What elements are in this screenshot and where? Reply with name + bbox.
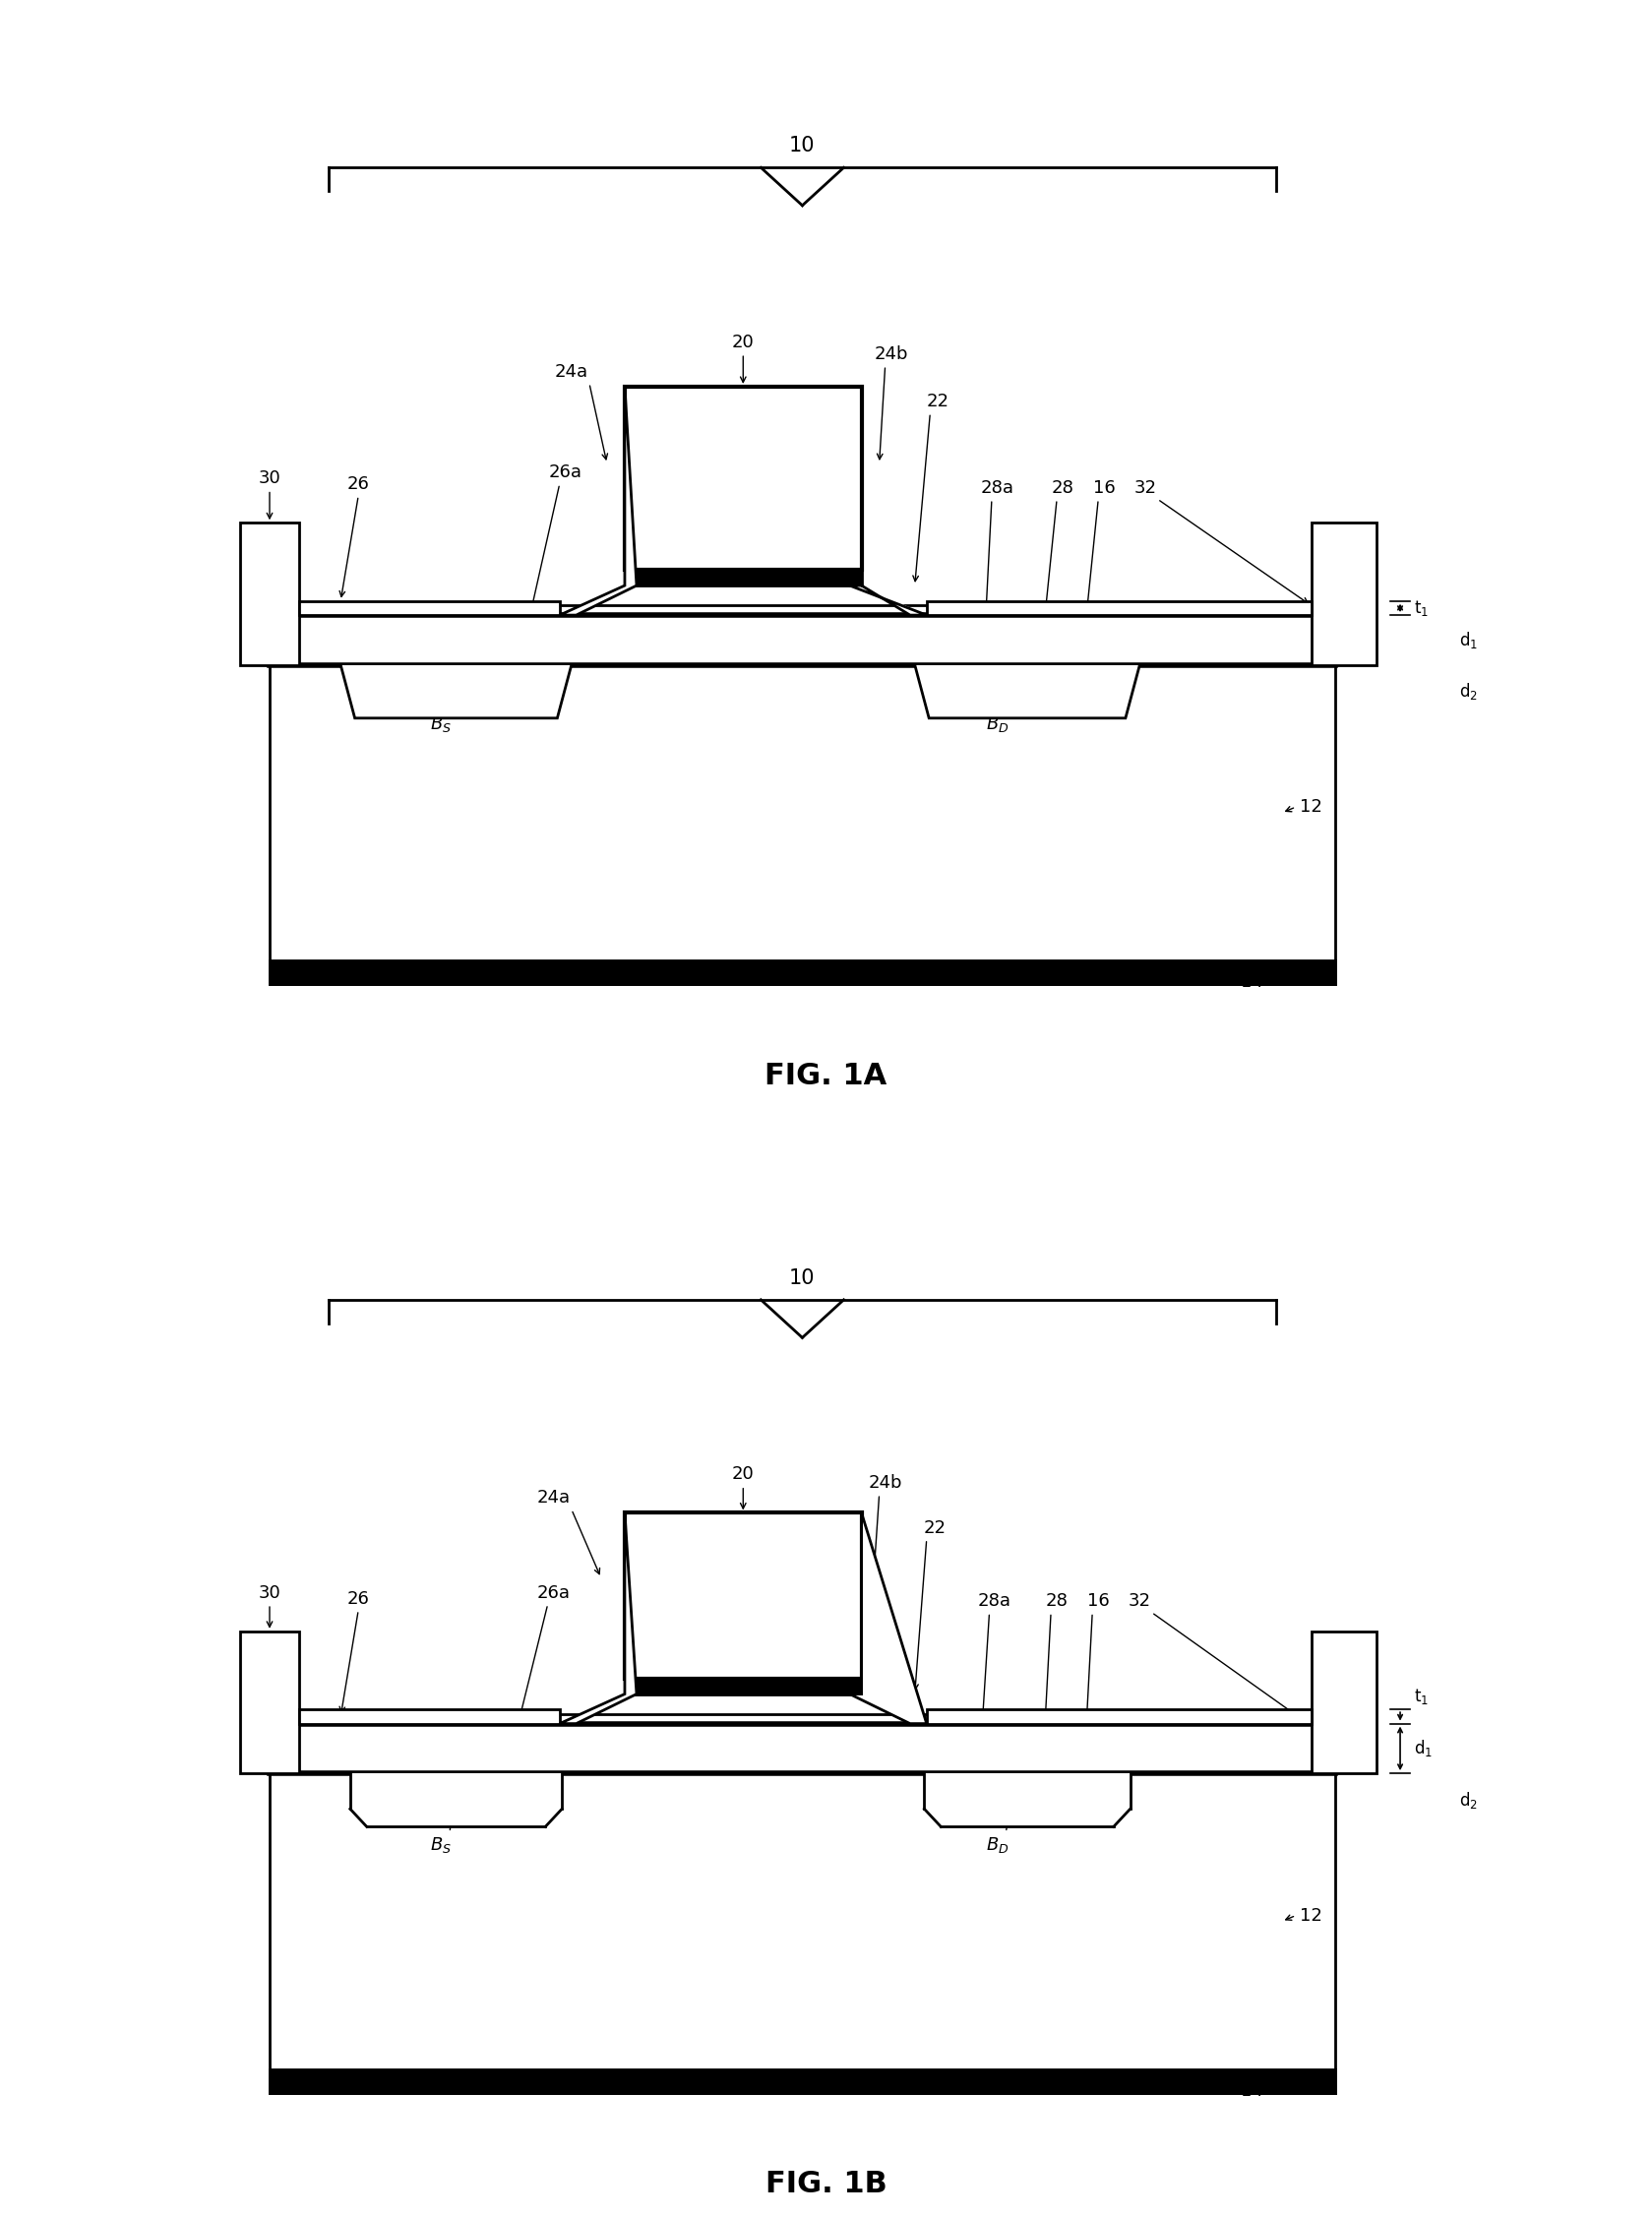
Bar: [624, 386, 861, 570]
Bar: [1312, 1632, 1376, 1774]
Text: 20: 20: [732, 1465, 755, 1483]
Text: 14: 14: [1241, 973, 1262, 991]
Polygon shape: [560, 386, 636, 614]
Text: d$_2$: d$_2$: [1459, 681, 1479, 703]
Text: 26a: 26a: [537, 1583, 570, 1601]
Bar: [1312, 523, 1376, 665]
Text: 32: 32: [1135, 479, 1156, 497]
Text: 26a: 26a: [548, 463, 582, 481]
Text: 12: 12: [1300, 798, 1322, 816]
Text: FIG. 1A: FIG. 1A: [765, 1062, 887, 1091]
Bar: [624, 1678, 861, 1694]
Text: 24b: 24b: [869, 1474, 902, 1492]
Text: 10: 10: [790, 135, 816, 155]
Text: d$_2$: d$_2$: [1459, 1789, 1479, 1811]
Polygon shape: [849, 386, 927, 614]
Bar: [269, 2068, 1335, 2093]
Text: 16: 16: [1094, 479, 1115, 497]
Bar: [269, 1723, 1335, 1774]
Bar: [269, 960, 1335, 984]
Text: d$_1$: d$_1$: [1459, 630, 1479, 650]
Text: 26: 26: [347, 474, 370, 492]
Bar: [269, 1714, 1335, 2093]
Bar: [927, 1709, 1312, 1723]
Text: 28a: 28a: [981, 479, 1014, 497]
Text: 30: 30: [258, 1583, 281, 1601]
Text: $B_S$: $B_S$: [431, 714, 453, 734]
Text: 24a: 24a: [537, 1490, 570, 1508]
Bar: [240, 1632, 299, 1774]
Bar: [299, 601, 560, 614]
Text: 28: 28: [1052, 479, 1074, 497]
Polygon shape: [861, 585, 927, 614]
Text: $B_D$: $B_D$: [986, 714, 1009, 734]
Bar: [923, 1774, 1130, 1827]
Text: t$_1$: t$_1$: [1414, 1687, 1429, 1705]
Bar: [350, 1774, 562, 1827]
Text: 24b: 24b: [874, 346, 909, 364]
Text: 28a: 28a: [978, 1592, 1011, 1610]
Text: $B_S$: $B_S$: [431, 1836, 453, 1856]
Text: t$_1$: t$_1$: [1414, 599, 1429, 619]
Text: 10: 10: [790, 1268, 816, 1288]
Text: 12: 12: [1300, 1907, 1322, 1924]
Text: 24a: 24a: [555, 364, 588, 381]
Text: 20: 20: [732, 333, 755, 350]
Polygon shape: [560, 585, 624, 614]
Text: 22: 22: [927, 392, 950, 410]
Text: 28: 28: [1046, 1592, 1069, 1610]
Bar: [915, 665, 1140, 718]
Bar: [269, 605, 1335, 984]
Text: $B_D$: $B_D$: [986, 1836, 1009, 1856]
Bar: [340, 665, 572, 718]
Text: 30: 30: [258, 470, 281, 488]
Polygon shape: [560, 1512, 636, 1723]
Bar: [240, 523, 299, 665]
Text: 14: 14: [1241, 2082, 1262, 2099]
Text: 22: 22: [923, 1519, 945, 1536]
Polygon shape: [849, 1512, 927, 1723]
Text: FIG. 1B: FIG. 1B: [765, 2170, 887, 2199]
Bar: [299, 1709, 560, 1723]
Bar: [624, 1512, 861, 1678]
Bar: [624, 570, 861, 585]
Text: d$_1$: d$_1$: [1414, 1738, 1434, 1758]
Text: 16: 16: [1087, 1592, 1110, 1610]
Bar: [269, 614, 1335, 665]
Text: 32: 32: [1128, 1592, 1151, 1610]
Text: 26: 26: [347, 1590, 370, 1607]
Bar: [927, 601, 1312, 614]
